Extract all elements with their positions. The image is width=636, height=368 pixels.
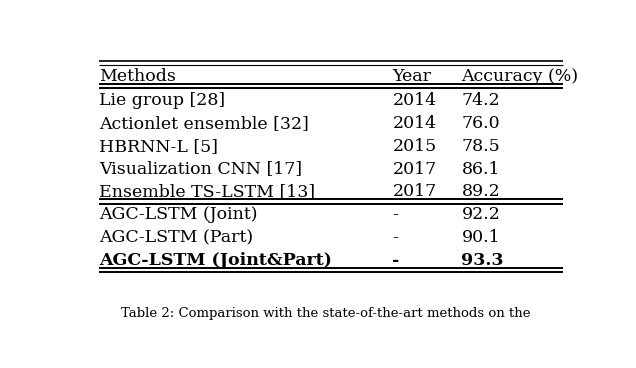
Text: HBRNN-L [5]: HBRNN-L [5]: [99, 138, 218, 155]
Text: -: -: [392, 229, 398, 246]
Text: 78.5: 78.5: [462, 138, 501, 155]
Text: 2014: 2014: [392, 115, 437, 132]
Text: Methods: Methods: [99, 68, 176, 85]
Text: 89.2: 89.2: [462, 183, 501, 201]
Text: Lie group [28]: Lie group [28]: [99, 92, 225, 109]
Text: 2015: 2015: [392, 138, 437, 155]
Text: 2014: 2014: [392, 92, 437, 109]
Text: 2017: 2017: [392, 160, 437, 178]
Text: Table 2: Comparison with the state-of-the-art methods on the: Table 2: Comparison with the state-of-th…: [121, 307, 530, 320]
Text: 90.1: 90.1: [462, 229, 500, 246]
Text: AGC-LSTM (Joint&Part): AGC-LSTM (Joint&Part): [99, 252, 332, 269]
Text: AGC-LSTM (Joint): AGC-LSTM (Joint): [99, 206, 258, 223]
Text: 74.2: 74.2: [462, 92, 501, 109]
Text: 93.3: 93.3: [462, 252, 504, 269]
Text: Ensemble TS-LSTM [13]: Ensemble TS-LSTM [13]: [99, 183, 315, 201]
Text: -: -: [392, 252, 400, 269]
Text: Year: Year: [392, 68, 431, 85]
Text: Actionlet ensemble [32]: Actionlet ensemble [32]: [99, 115, 309, 132]
Text: -: -: [392, 206, 398, 223]
Text: 86.1: 86.1: [462, 160, 500, 178]
Text: Visualization CNN [17]: Visualization CNN [17]: [99, 160, 302, 178]
Text: Accuracy (%): Accuracy (%): [462, 68, 579, 85]
Text: 2017: 2017: [392, 183, 437, 201]
Text: 92.2: 92.2: [462, 206, 501, 223]
Text: 76.0: 76.0: [462, 115, 500, 132]
Text: AGC-LSTM (Part): AGC-LSTM (Part): [99, 229, 253, 246]
